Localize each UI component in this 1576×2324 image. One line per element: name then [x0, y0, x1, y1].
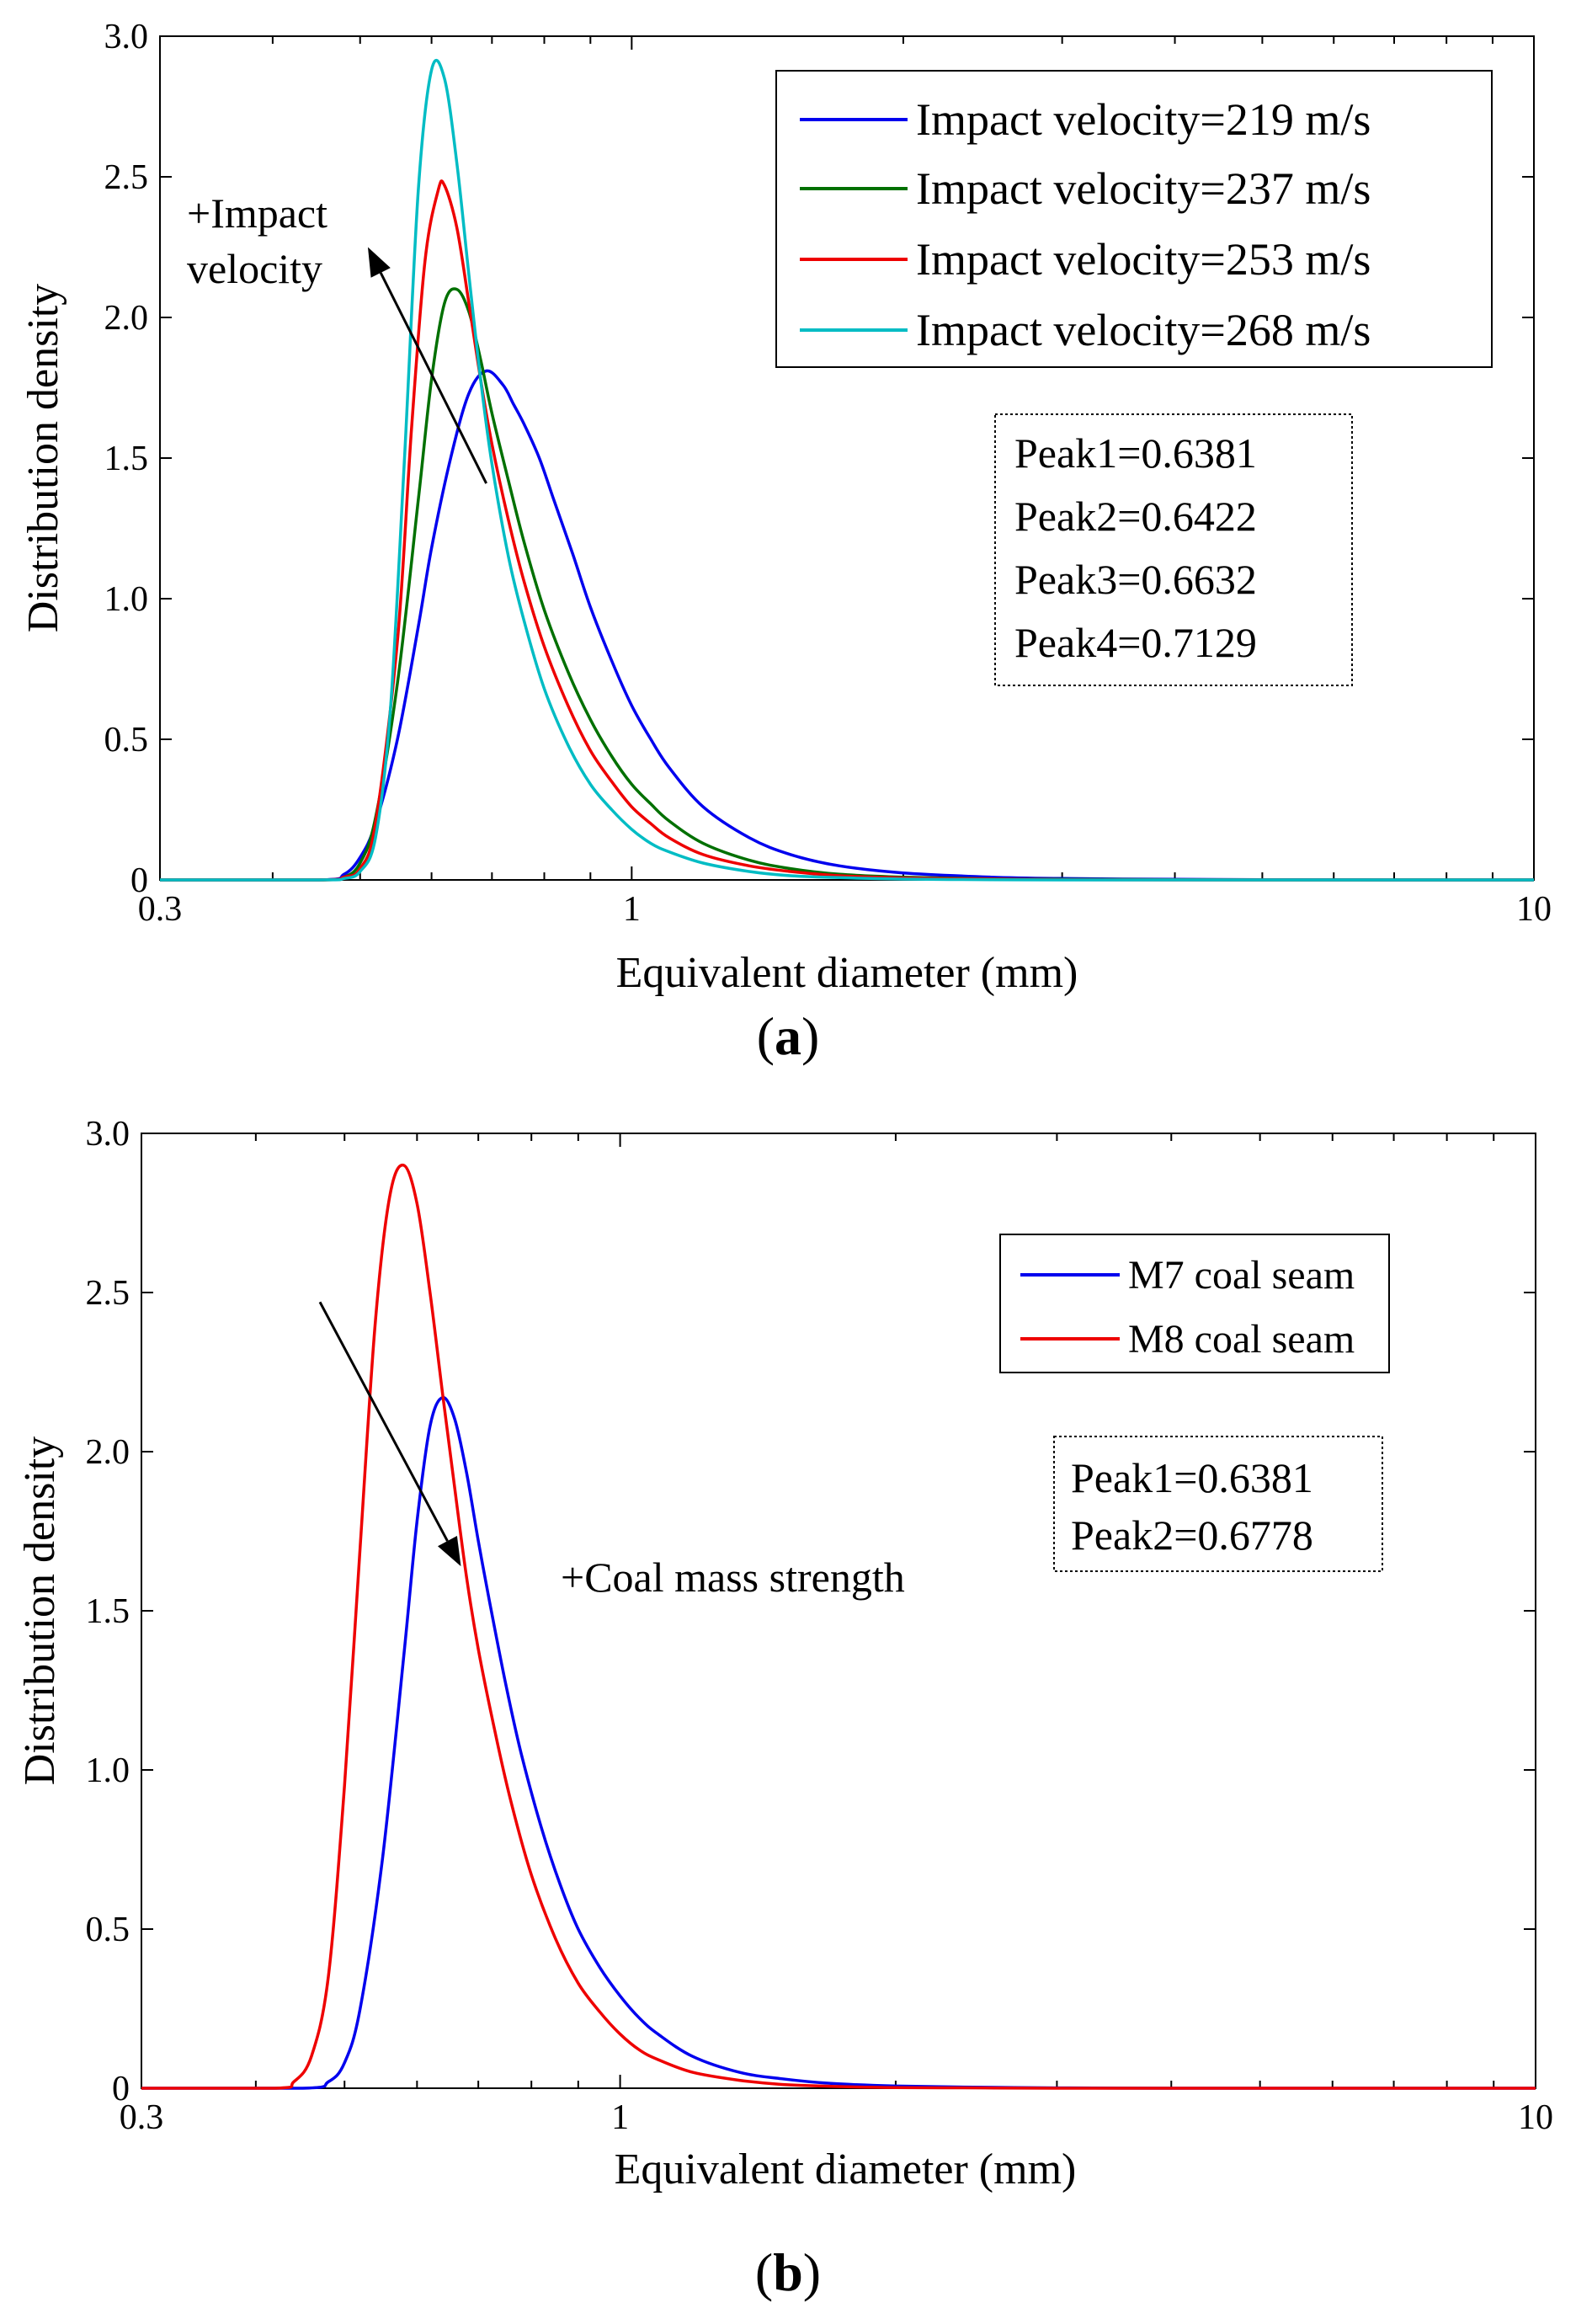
x-tick-label: 10 [1518, 2098, 1553, 2137]
trend-arrow-label: velocity [187, 245, 322, 292]
y-tick-label: 2.0 [104, 299, 149, 338]
y-ticks: 0 0.5 1.0 1.5 2.0 2.5 3.0 [104, 18, 1534, 900]
peak-value: Peak3=0.6632 [1014, 556, 1257, 603]
peaks-box-frame [994, 413, 1353, 686]
y-ticks: 0 0.5 1.0 1.5 2.0 2.5 3.0 [86, 1115, 1536, 2108]
trend-arrow-line [379, 272, 487, 484]
trend-arrow-head [367, 247, 391, 278]
y-tick-label: 2.0 [86, 1433, 130, 1472]
y-tick-label: 0.5 [104, 721, 149, 760]
x-axis-label: Equivalent diameter (mm) [615, 2145, 1077, 2193]
peak-value: Peak1=0.6381 [1071, 1454, 1313, 1501]
legend-label-253: Impact velocity=253 m/s [916, 234, 1371, 285]
chart-panel-a: 0 0.5 1.0 1.5 2.0 2.5 3.0 0.3 1 10 Distribution … [19, 18, 1552, 1066]
trend-arrow-head [437, 1535, 461, 1567]
y-tick-label: 1.0 [104, 580, 149, 619]
legend: M7 coal seam M8 coal seam [999, 1234, 1390, 1373]
peak-value: Peak1=0.6381 [1014, 429, 1257, 477]
y-tick-label: 3.0 [104, 18, 149, 56]
x-tick-label: 1 [623, 890, 641, 929]
x-ticks: 0.3 1 10 [120, 1133, 1553, 2137]
panel-label-b: (b) [755, 2242, 821, 2302]
legend-label-219: Impact velocity=219 m/s [916, 94, 1371, 145]
legend: Impact velocity=219 m/s Impact velocity=… [775, 70, 1493, 368]
trend-arrow-label: +Impact [187, 189, 327, 237]
trend-arrow-line [318, 1301, 449, 1542]
y-axis-label: Distribution density [19, 284, 67, 633]
panel-label-a: (a) [757, 1006, 820, 1066]
legend-label-237: Impact velocity=237 m/s [916, 163, 1371, 214]
y-axis-label: Distribution density [16, 1437, 64, 1786]
x-tick-label: 0.3 [138, 890, 183, 929]
peak-value: Peak4=0.7129 [1014, 619, 1257, 666]
trend-arrow-label: +Coal mass strength [561, 1554, 905, 1601]
x-axis-label: Equivalent diameter (mm) [616, 949, 1078, 997]
chart-panel-b: 0 0.5 1.0 1.5 2.0 2.5 3.0 0.3 1 10 Distribution … [16, 1115, 1553, 2302]
x-ticks: 0.3 1 10 [138, 36, 1552, 929]
series-lines [160, 58, 1534, 882]
series-line [141, 1164, 1536, 2090]
y-tick-label: 2.5 [104, 158, 149, 197]
x-tick-label: 0.3 [120, 2098, 164, 2137]
x-tick-label: 1 [611, 2098, 629, 2137]
x-tick-label: 10 [1516, 890, 1552, 929]
y-tick-label: 0.5 [86, 1911, 130, 1949]
y-tick-label: 1.5 [86, 1592, 130, 1631]
peak-value: Peak2=0.6778 [1071, 1511, 1313, 1559]
y-tick-label: 1.5 [104, 440, 149, 478]
peak-value: Peak2=0.6422 [1014, 493, 1257, 540]
series-line [160, 58, 1534, 882]
legend-box [999, 1234, 1390, 1373]
trend-arrow: +Impact velocity [187, 189, 487, 484]
legend-label-m7: M7 coal seam [1128, 1253, 1355, 1298]
y-tick-label: 1.0 [86, 1751, 130, 1790]
peaks-box-frame [1053, 1436, 1383, 1572]
peaks-box: Peak1=0.6381 Peak2=0.6422 Peak3=0.6632 P… [994, 413, 1353, 686]
y-tick-label: 0 [130, 861, 148, 900]
y-tick-label: 2.5 [86, 1274, 130, 1313]
y-tick-label: 0 [112, 2070, 130, 2108]
legend-label-268: Impact velocity=268 m/s [916, 305, 1371, 355]
y-tick-label: 3.0 [86, 1115, 130, 1154]
trend-arrow: +Coal mass strength [318, 1301, 905, 1601]
peaks-box: Peak1=0.6381 Peak2=0.6778 [1053, 1436, 1383, 1572]
series-lines [141, 1164, 1536, 2090]
legend-label-m8: M8 coal seam [1128, 1317, 1355, 1362]
